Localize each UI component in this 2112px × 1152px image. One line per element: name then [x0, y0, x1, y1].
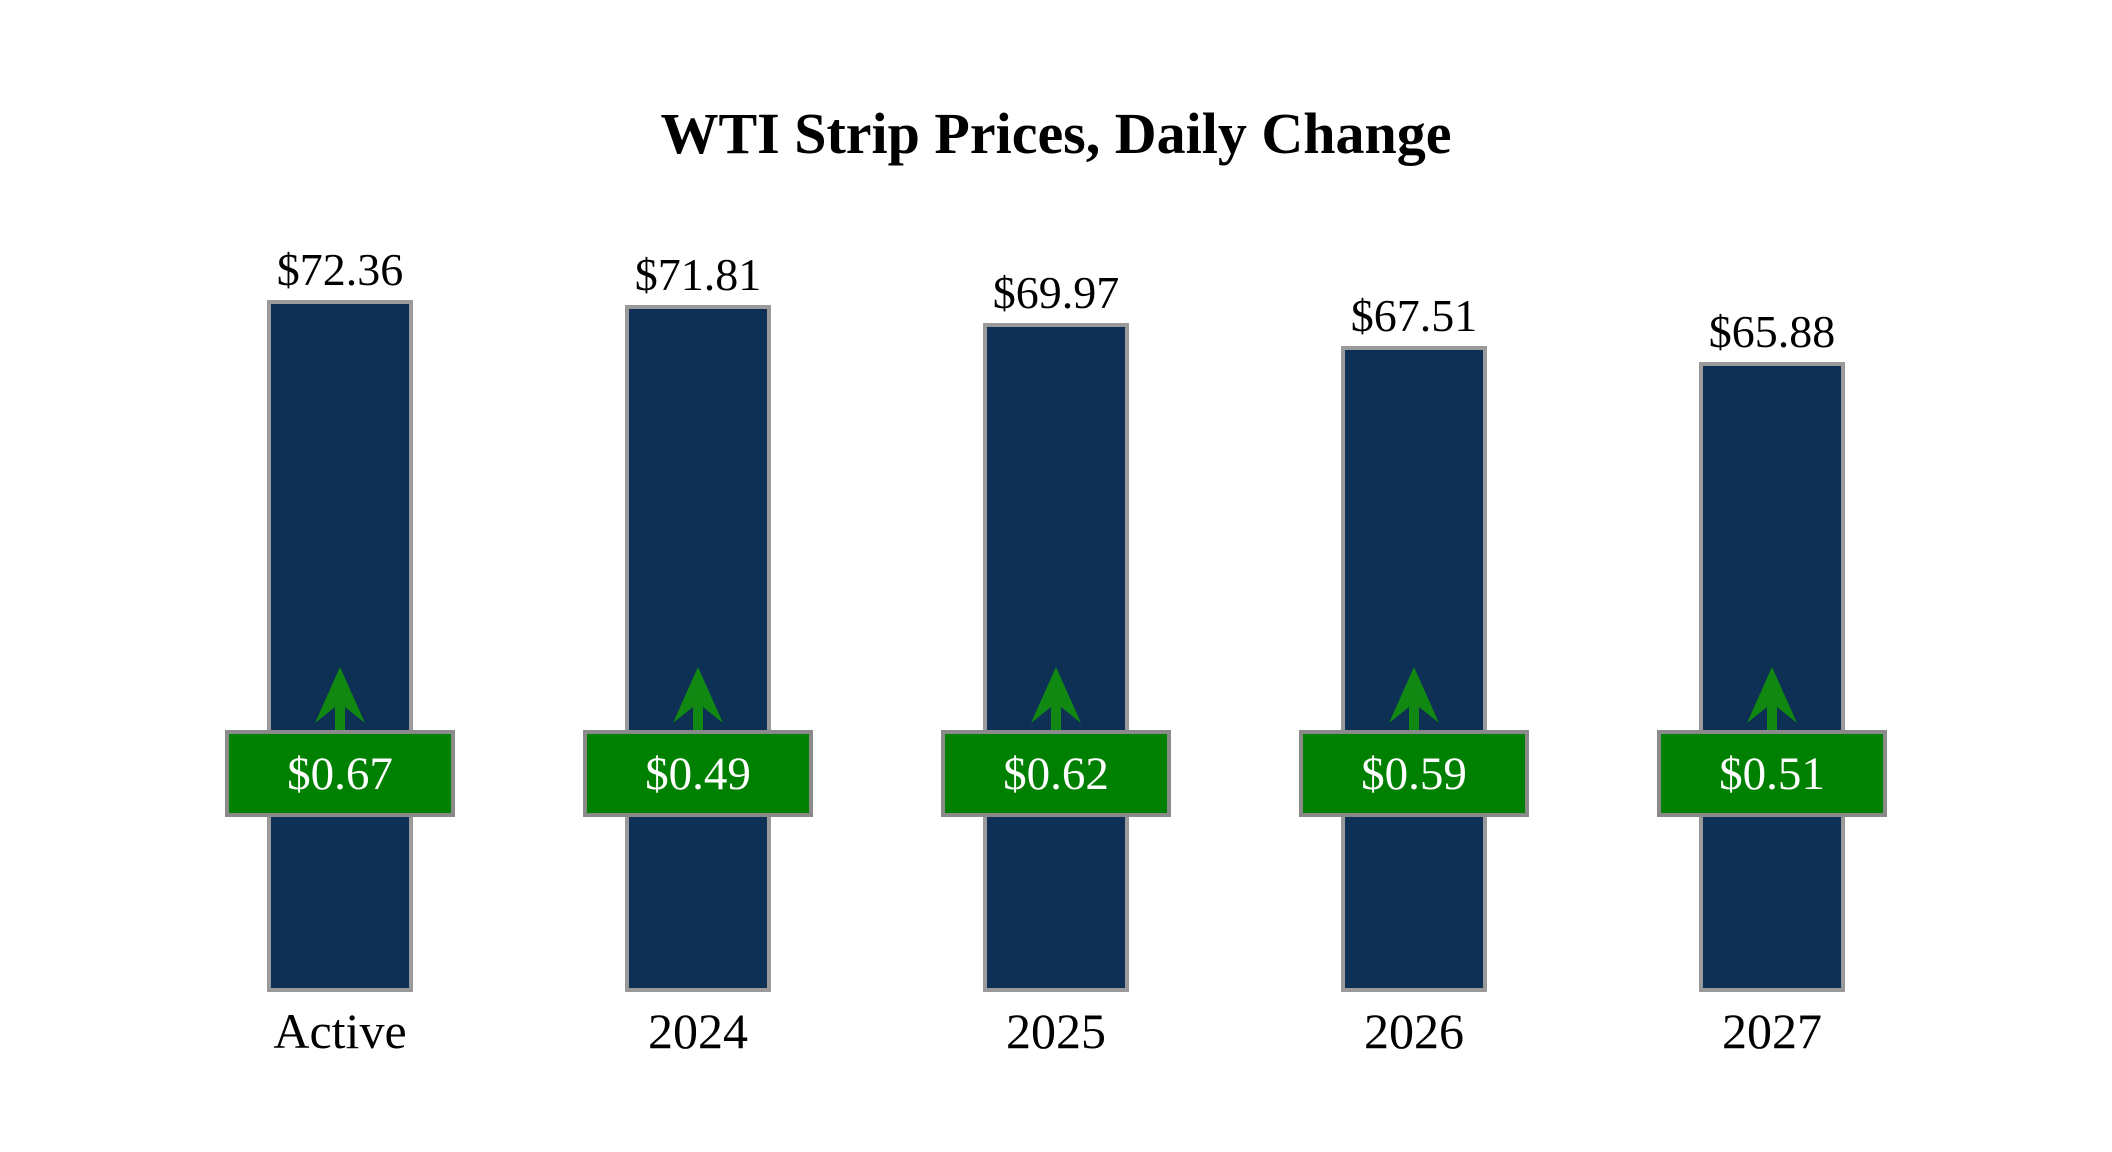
daily-change-badge: $0.59: [1299, 730, 1529, 817]
daily-change-badge: $0.51: [1657, 730, 1887, 817]
daily-change-value: $0.49: [645, 747, 751, 800]
daily-change-badge: $0.49: [583, 730, 813, 817]
up-arrow-icon: [673, 667, 723, 730]
bar-group-2025: $69.97 $0.62 2025: [877, 200, 1235, 1092]
category-label: 2025: [1006, 1003, 1106, 1059]
category-label: Active: [273, 1003, 407, 1059]
price-label: $72.36: [276, 244, 404, 295]
price-label: $67.51: [1350, 290, 1478, 341]
daily-change-badge: $0.67: [225, 730, 455, 817]
bar-group-2024: $71.81 $0.49 2024: [519, 200, 877, 1092]
daily-change-value: $0.67: [287, 747, 393, 800]
bar-group-2027: $65.88 $0.51 2027: [1593, 200, 1951, 1092]
chart-title: WTI Strip Prices, Daily Change: [660, 101, 1452, 166]
up-arrow-icon: [1389, 667, 1439, 730]
daily-change-badge: $0.62: [941, 730, 1171, 817]
plot-area: $72.36 $0.67 Active $71.81 $0.49 2024 $6…: [161, 200, 1951, 1092]
bar-group-2026: $67.51 $0.59 2026: [1235, 200, 1593, 1092]
category-label: 2026: [1364, 1003, 1464, 1059]
category-label: 2024: [648, 1003, 748, 1059]
up-arrow-icon: [1031, 667, 1081, 730]
bar-group-active: $72.36 $0.67 Active: [161, 200, 519, 1092]
price-bar: [983, 323, 1129, 992]
daily-change-value: $0.62: [1003, 747, 1109, 800]
up-arrow-icon: [1747, 667, 1797, 730]
price-bar: [267, 300, 413, 992]
price-label: $69.97: [992, 267, 1120, 318]
daily-change-value: $0.51: [1719, 747, 1825, 800]
up-arrow-icon: [315, 667, 365, 730]
price-label: $71.81: [634, 249, 762, 300]
category-label: 2027: [1722, 1003, 1822, 1059]
price-bar: [625, 305, 771, 992]
daily-change-value: $0.59: [1361, 747, 1467, 800]
price-label: $65.88: [1708, 306, 1836, 357]
